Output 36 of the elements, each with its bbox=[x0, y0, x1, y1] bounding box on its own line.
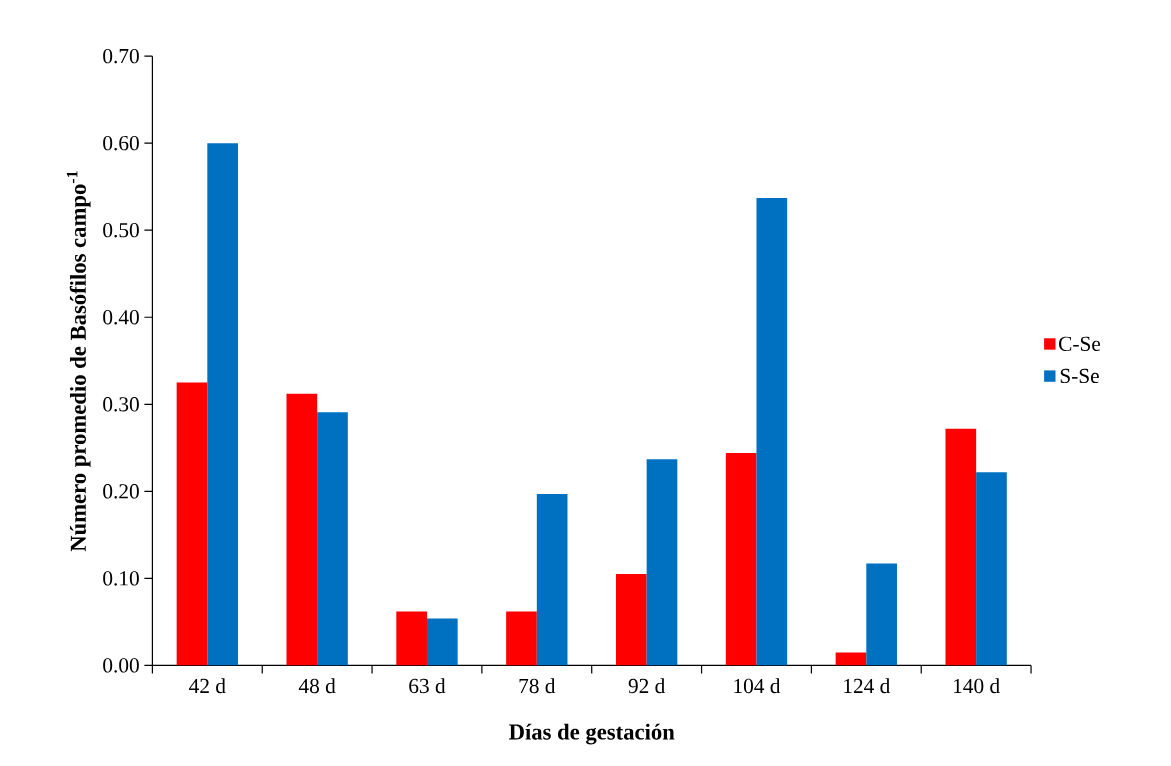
bar bbox=[976, 472, 1007, 666]
bar bbox=[207, 143, 238, 666]
x-tick-label: 124 d bbox=[844, 678, 891, 694]
bar bbox=[646, 459, 678, 666]
bar bbox=[176, 382, 208, 666]
bar bbox=[286, 393, 318, 666]
y-tick-label: 0.70 bbox=[103, 48, 139, 64]
y-tick-label: 0.60 bbox=[103, 135, 139, 151]
bar bbox=[866, 563, 897, 666]
x-tick-label: 140 d bbox=[954, 678, 1000, 694]
bar bbox=[615, 574, 647, 666]
y-tick-label: 0.10 bbox=[103, 571, 139, 586]
y-axis-title: Número promedio de Basófilos campo$^{-1}$ bbox=[66, 171, 91, 552]
x-tick-label: 78 d bbox=[519, 678, 556, 694]
x-tick-label: 92 d bbox=[628, 678, 666, 694]
x-tick-label: 63 d bbox=[409, 678, 446, 694]
bar bbox=[506, 611, 537, 666]
bar bbox=[396, 611, 427, 666]
x-axis-title: Días de gestación bbox=[509, 723, 675, 745]
x-tick-label: 48 d bbox=[298, 678, 336, 694]
bar bbox=[536, 493, 568, 666]
bar bbox=[945, 428, 977, 666]
legend-label: S-Se bbox=[1060, 368, 1099, 384]
legend-label: C-Se bbox=[1059, 336, 1101, 351]
y-tick-label: 0.00 bbox=[103, 658, 139, 673]
x-tick-label: 104 d bbox=[734, 678, 781, 694]
bar bbox=[835, 652, 867, 666]
x-tick-label: 42 d bbox=[189, 678, 226, 694]
y-tick-label: 0.30 bbox=[103, 397, 139, 412]
y-tick-label: 0.20 bbox=[103, 484, 139, 499]
bar bbox=[725, 453, 757, 666]
bar bbox=[426, 618, 458, 666]
y-tick-label: 0.50 bbox=[103, 222, 139, 238]
bar bbox=[317, 412, 348, 666]
y-tick-label: 0.40 bbox=[103, 310, 139, 325]
bar bbox=[756, 198, 788, 666]
